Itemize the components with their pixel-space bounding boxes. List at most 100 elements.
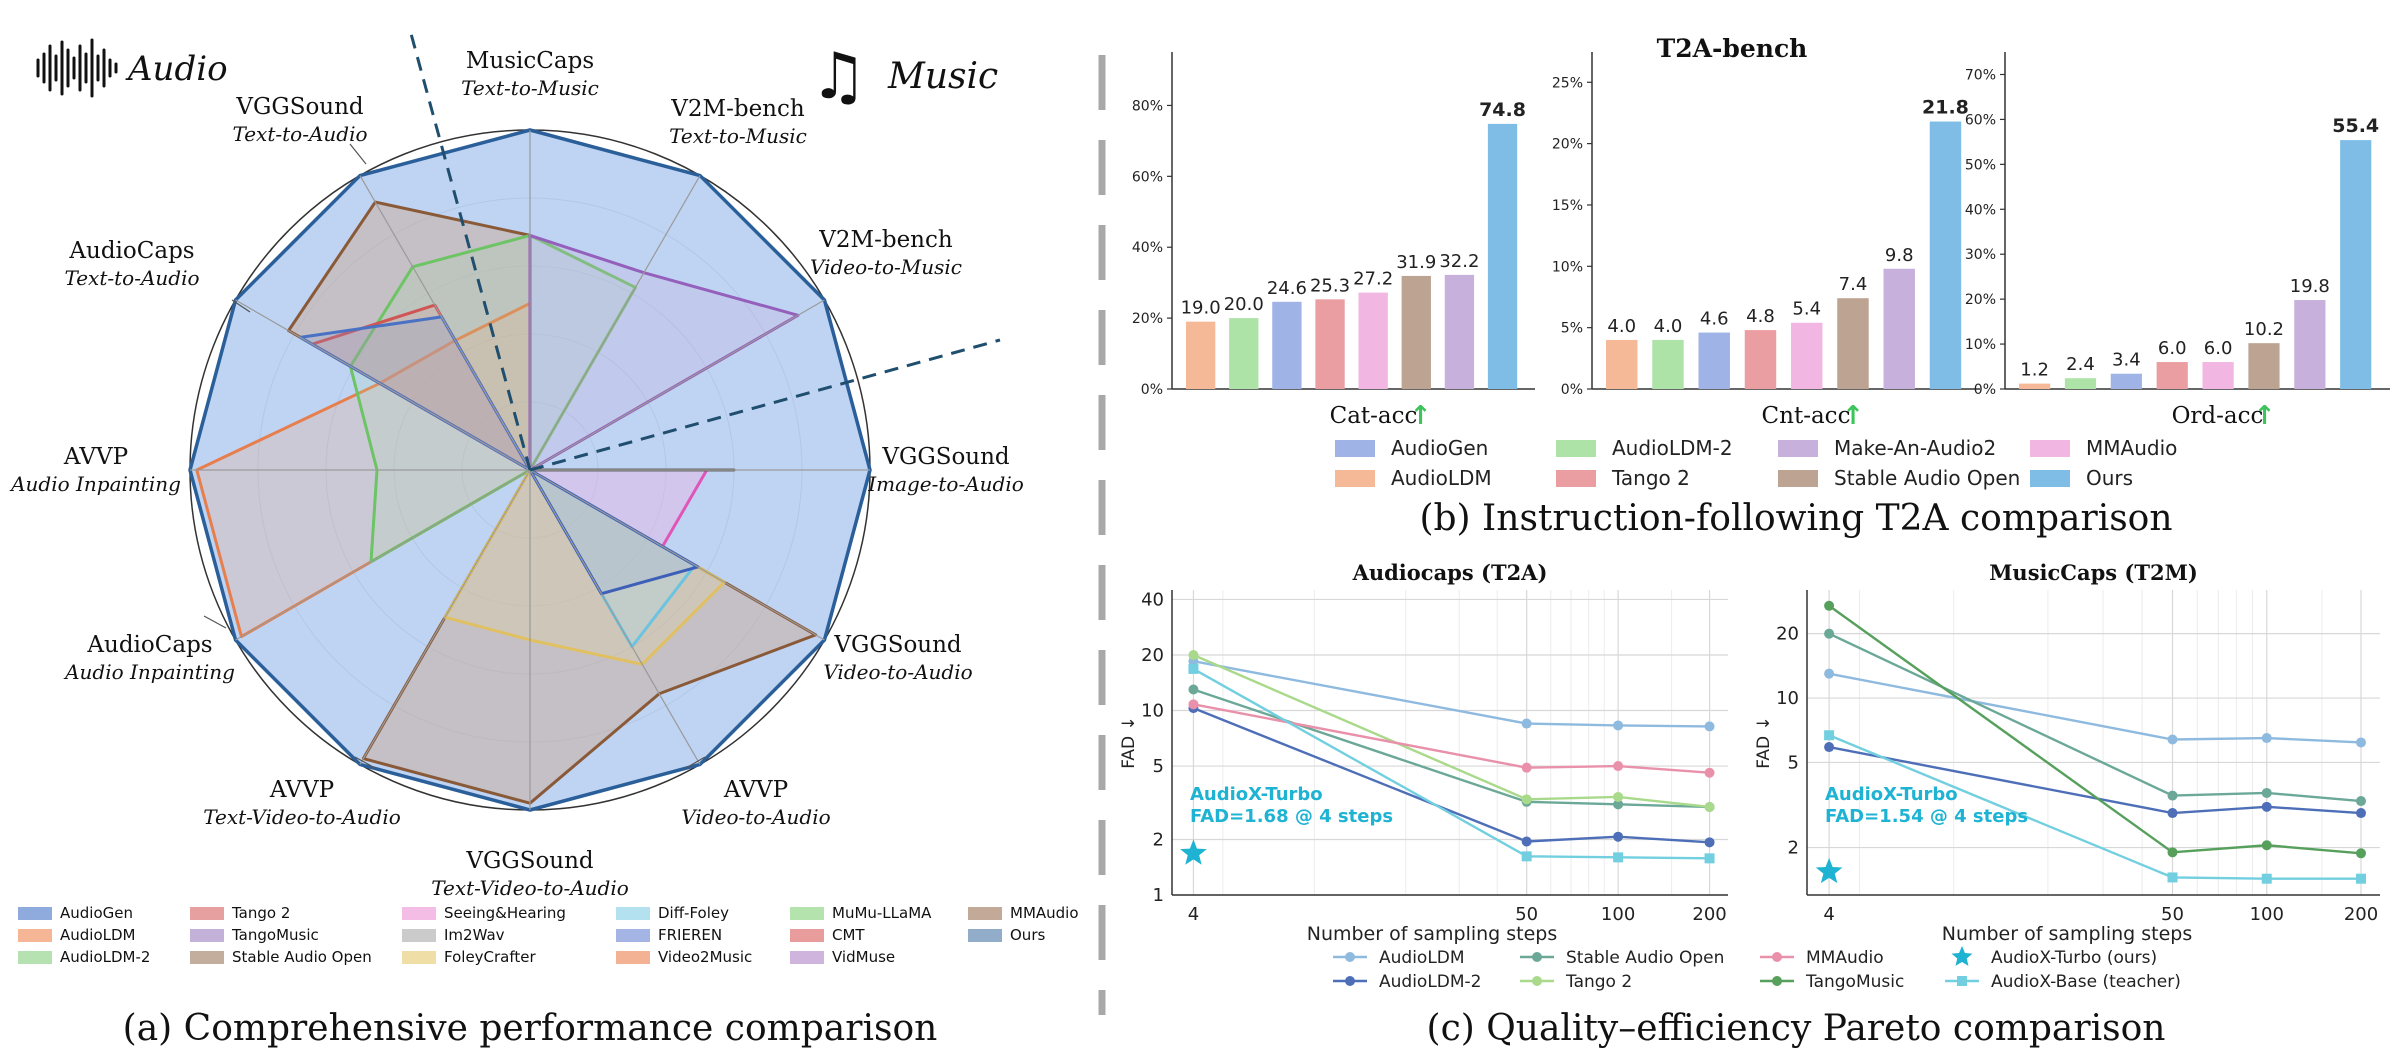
bar-y-tick-label: 80%: [1132, 98, 1163, 114]
pareto-panel-1: 2 5 10 20 4 50 100 200 MusicCaps (T2M) Number of …: [1754, 560, 2380, 945]
bars-legend-label: AudioLDM-2: [1612, 436, 1733, 460]
bar-up-arrow: ↑: [1410, 401, 1432, 431]
pareto-point-square: [1188, 663, 1199, 674]
pareto-y-label: FAD ↓: [1754, 716, 1774, 769]
pareto-point: [2355, 808, 2366, 819]
pareto-x-tick-label: 50: [2161, 904, 2184, 925]
radar-axis-task: Text-to-Music: [669, 124, 807, 148]
bar-value-label: 7.4: [1839, 274, 1868, 295]
bar-value-label: 6.0: [2158, 338, 2187, 359]
bar-audioldm-2: [2064, 378, 2097, 389]
bars-legend-swatch: [1335, 470, 1375, 487]
radar-legend-swatch: [790, 951, 824, 964]
bar-ours: [1929, 121, 1962, 390]
radar-label-leader: [231, 299, 251, 313]
pareto-x-tick-label: 50: [1515, 904, 1538, 925]
bar-audioldm: [1606, 339, 1638, 389]
pareto-point: [1704, 837, 1715, 848]
bar-value-label: 2.4: [2066, 354, 2095, 375]
bars-legend-swatch: [2030, 470, 2070, 487]
bar-value-label: 19.8: [2290, 276, 2330, 297]
radar-spoke: [529, 175, 701, 471]
bar-value-label: 20.0: [1224, 294, 1264, 315]
caption-a: (a) Comprehensive performance comparison: [123, 1008, 938, 1049]
pareto-point: [2167, 790, 2178, 801]
radar-legend-swatch: [190, 951, 224, 964]
pareto-point: [2261, 787, 2272, 798]
pareto-star-marker: [1180, 839, 1207, 865]
radar-spoke: [529, 299, 825, 471]
bar-y-tick-label: 50%: [1965, 157, 1996, 173]
bars-legend-label: Tango 2: [1611, 466, 1690, 490]
pareto-legend-square: [1957, 976, 1967, 986]
pareto-y-tick-label: 10: [1141, 701, 1164, 722]
bar-y-tick-label: 10%: [1965, 337, 1996, 353]
pareto-line-tango-2: [1192, 653, 1710, 809]
radar-axis-name: AVVP: [269, 777, 334, 803]
radar-label-leader: [354, 756, 376, 769]
pareto-x-tick-label: 100: [1601, 904, 1635, 925]
radar-legend-label: MMAudio: [1010, 904, 1079, 922]
pareto-point: [1704, 801, 1715, 812]
radar-legend-label: CMT: [832, 926, 865, 944]
pareto-point: [1613, 831, 1624, 842]
radar-spoke: [529, 469, 701, 765]
radar-axis-task: Audio Inpainting: [9, 472, 181, 496]
pareto-legend-label: AudioLDM-2: [1379, 972, 1482, 992]
bar-mmaudio: [1791, 322, 1823, 389]
bar-tango-2: [1315, 299, 1345, 389]
pareto-star-marker: [1815, 857, 1843, 884]
radar-legend-label: Diff-Foley: [658, 904, 729, 922]
bars-legend-swatch: [2030, 440, 2070, 457]
bar-panel-cnt-acc: 0% 5% 10% 15% 20% 25% 4.0 4.0 4.6 4.8 5.4 7.4 9.8 21.…: [1552, 52, 1980, 431]
pareto-line-audioldm-2: [1192, 707, 1710, 844]
bar-up-arrow: ↑: [2254, 401, 2276, 431]
radar-legend-label: Im2Wav: [444, 926, 505, 944]
bar-metric-label: Cnt-acc: [1762, 403, 1851, 429]
bar-value-label: 9.8: [1885, 245, 1914, 266]
bars-legend-label: AudioGen: [1391, 436, 1488, 460]
bar-y-tick-label: 40%: [1965, 202, 1996, 218]
radar-spoke: [529, 469, 825, 641]
pareto-legend-label: Stable Audio Open: [1566, 948, 1724, 968]
bar-y-tick-label: 30%: [1965, 247, 1996, 263]
radar-legend-swatch: [18, 907, 52, 920]
pareto-point: [1521, 762, 1532, 773]
pareto-annotation-title: AudioX-Turbo: [1190, 784, 1323, 805]
pareto-legend-label: AudioX-Turbo (ours): [1991, 948, 2157, 968]
bar-y-tick-label: 25%: [1552, 75, 1583, 91]
pareto-point: [2355, 737, 2366, 748]
radar-spoke: [235, 299, 531, 471]
music-notes-icon: ♫: [810, 40, 867, 114]
pareto-legend-label: AudioLDM: [1379, 948, 1465, 968]
pareto-point-square: [2355, 873, 2366, 884]
bars-legend-swatch: [1556, 440, 1596, 457]
bar-audiogen: [2110, 373, 2142, 389]
bar-value-label: 4.8: [1746, 306, 1775, 327]
pareto-point-square: [2261, 873, 2272, 884]
radar-legend-swatch: [968, 907, 1002, 920]
bar-audioldm: [2019, 383, 2051, 389]
pareto-point-square: [1704, 853, 1715, 864]
bar-y-tick-label: 20%: [1965, 292, 1996, 308]
pareto-line-mmaudio: [1193, 703, 1710, 774]
radar-label-leader: [685, 756, 706, 769]
radar-legend: AudioGen AudioLDM AudioLDM-2 Tango 2 TangoMu…: [18, 904, 1079, 966]
pareto-y-tick-label: 20: [1141, 645, 1164, 666]
bar-metric-label: Ord-acc: [2172, 403, 2264, 429]
bar-stable-audio-open: [1401, 275, 1431, 389]
radar-legend-swatch: [790, 907, 824, 920]
bar-stable-audio-open: [2248, 343, 2280, 389]
pareto-y-tick-label: 1: [1153, 885, 1164, 906]
radar-chart: [188, 29, 1001, 812]
bar-value-label: 74.8: [1479, 99, 1526, 121]
pareto-line-audiox-base-teacher-: [1192, 667, 1710, 860]
pareto-legend-label: AudioX-Base (teacher): [1991, 972, 2181, 992]
pareto-line-audiox-base-teacher-: [1828, 734, 2361, 880]
bar-value-label: 4.6: [1700, 309, 1729, 330]
bar-panel-cat-acc: 0% 20% 40% 60% 80% 19.0 20.024.6 25.3 27.231.9 32…: [1132, 52, 1535, 431]
radar-legend-label: Tango 2: [231, 904, 290, 922]
bars-legend-swatch: [1556, 470, 1596, 487]
radar-axis-name: V2M-bench: [670, 96, 805, 122]
radar-divider-left: [408, 29, 532, 471]
